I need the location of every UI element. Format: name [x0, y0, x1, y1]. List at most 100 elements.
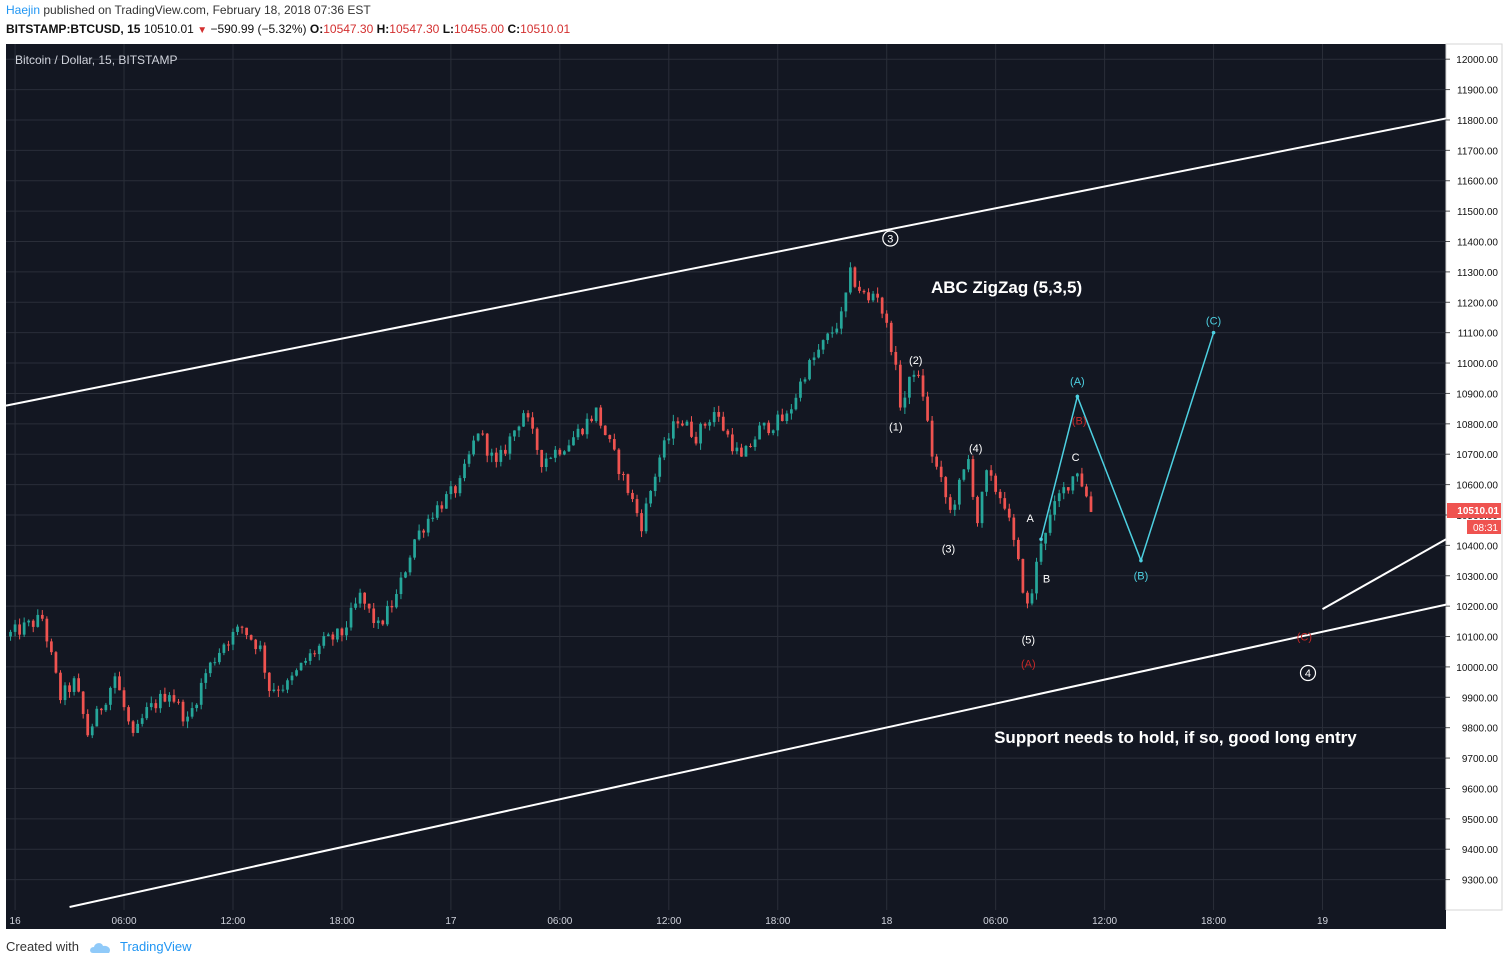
y-tick-label: 11800.00 [1457, 116, 1498, 127]
candle-body [567, 445, 571, 452]
wave-point [1039, 537, 1043, 542]
candle-body [1062, 487, 1066, 494]
candle-body [163, 693, 167, 702]
y-tick-label: 10800.00 [1456, 420, 1498, 431]
candle-body [304, 660, 307, 663]
y-tick-label: 9600.00 [1462, 784, 1499, 795]
author-link[interactable]: Haejin [6, 3, 41, 17]
candle-body [762, 422, 766, 426]
candle-body [1016, 539, 1020, 560]
candle-body [440, 505, 444, 509]
tradingview-link[interactable]: TradingView [120, 939, 192, 954]
channel-lower-line[interactable] [69, 603, 1447, 908]
candle-body [599, 407, 603, 426]
plot-area[interactable] [6, 44, 1446, 910]
open-label: O: [309, 22, 324, 36]
candle-body [517, 426, 521, 431]
candle-body [227, 644, 230, 646]
candle-body [667, 438, 671, 441]
candle-body [1021, 559, 1025, 593]
candle-body [499, 449, 503, 462]
candle-body [177, 701, 180, 703]
candle-body [354, 603, 357, 608]
candle-body [413, 539, 416, 558]
high-value: 10547.30 [389, 22, 440, 36]
candle-body [281, 689, 285, 691]
candle-body [581, 428, 584, 435]
candle-body [308, 653, 312, 661]
channel-upper-line[interactable] [5, 117, 1447, 407]
candle-body [799, 381, 802, 398]
candle-body [81, 691, 85, 714]
candle-body [31, 620, 35, 627]
candle-body [109, 687, 112, 705]
price-change: −590.99 (−5.32%) [210, 22, 307, 36]
candle-body [1048, 514, 1052, 533]
candle-body [1012, 517, 1016, 540]
candle-body [467, 454, 471, 464]
wave-label: C [1072, 452, 1080, 464]
low-value: 10455.00 [454, 22, 505, 36]
projection-line[interactable] [1322, 538, 1447, 611]
candle-body [780, 414, 784, 422]
candle-body [331, 634, 335, 640]
candle-body [254, 639, 258, 650]
candle-body [694, 436, 698, 444]
price-chart[interactable]: 9300.00 9400.00 9500.00 9600.00 9700.00 9800.… [0, 0, 1510, 935]
y-tick-label: 10200.00 [1456, 602, 1498, 613]
candles [9, 262, 1093, 739]
candle-body [862, 290, 866, 293]
candle-body [889, 322, 893, 352]
candle-body [449, 486, 453, 495]
wave-label-red: (C) [1297, 631, 1312, 643]
candle-body [1071, 476, 1075, 491]
candle-body [994, 475, 998, 492]
candle-body [372, 608, 376, 624]
wave-circle-label: 3 [887, 233, 893, 245]
candle-body [317, 645, 321, 655]
candle-body [853, 267, 857, 287]
candle-body [63, 685, 67, 701]
candle-body [849, 267, 852, 293]
candle-body [431, 517, 435, 519]
candle-body [681, 423, 684, 426]
candle-body [404, 572, 407, 578]
candle-body [794, 397, 798, 410]
candle-body [454, 486, 457, 494]
low-label: L: [442, 22, 455, 36]
candle-body [68, 685, 71, 692]
wave-circle-marker [882, 230, 899, 247]
candle-body [540, 449, 544, 468]
candle-body [726, 430, 730, 435]
candle-body [367, 603, 371, 609]
publish-info: Haejin published on TradingView.com, Feb… [6, 3, 371, 17]
candle-body [953, 504, 957, 510]
candle-body [998, 491, 1002, 499]
candle-body [326, 634, 330, 637]
candle-body [18, 624, 21, 635]
candle-body [13, 624, 17, 632]
candle-body [544, 458, 548, 468]
high-label: H: [376, 22, 390, 36]
x-tick-label: 18 [881, 916, 893, 927]
candle-body [381, 620, 385, 625]
x-tick-label: 06:00 [983, 916, 1008, 927]
candle-body [267, 672, 271, 692]
time-axis[interactable] [6, 910, 1446, 929]
candle-body [790, 409, 793, 414]
price-axis[interactable] [1445, 43, 1503, 911]
y-tick-label: 11000.00 [1457, 359, 1498, 370]
symbol-info: BITSTAMP:BTCUSD, 15 10510.01 ▼ −590.99 (… [6, 22, 570, 36]
candle-body [472, 440, 475, 455]
x-tick-label: 18:00 [1201, 916, 1226, 927]
candle-body [830, 332, 834, 334]
abc-wave-path[interactable] [1040, 332, 1215, 563]
candle-body [1066, 487, 1070, 491]
candle-body [1076, 473, 1079, 477]
candle-body [408, 557, 412, 573]
candle-body [612, 439, 616, 450]
candle-body [154, 703, 158, 709]
candle-body [40, 614, 44, 619]
candle-body [104, 704, 108, 711]
candle-body [948, 497, 952, 510]
